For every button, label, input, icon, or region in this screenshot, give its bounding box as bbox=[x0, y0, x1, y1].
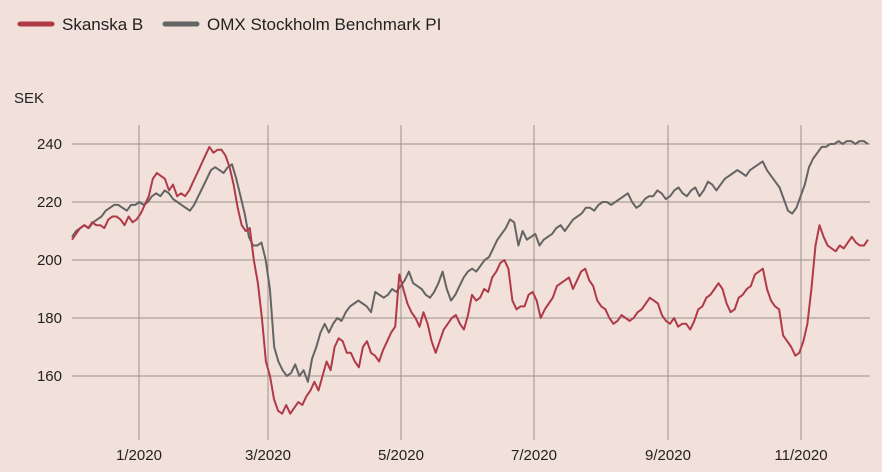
x-tick-label: 7/2020 bbox=[511, 447, 557, 464]
y-tick-label: 180 bbox=[37, 310, 62, 327]
axes: 160 180 200 220 240 1/2020 3/2020 5/2020 7/2020 9… bbox=[14, 90, 828, 464]
legend-label: OMX Stockholm Benchmark PI bbox=[207, 15, 441, 34]
series-line-skanska-b bbox=[71, 145, 869, 415]
legend: Skanska B OMX Stockholm Benchmark PI bbox=[17, 15, 441, 34]
x-tick-label: 1/2020 bbox=[116, 447, 162, 464]
series-line-omx-benchmark bbox=[71, 140, 869, 383]
y-tick-label: 220 bbox=[37, 194, 62, 211]
y-tick-label: 200 bbox=[37, 252, 62, 269]
x-tick-label: 9/2020 bbox=[645, 447, 691, 464]
x-tick-label: 11/2020 bbox=[774, 447, 827, 464]
x-tick-label: 3/2020 bbox=[245, 447, 291, 464]
y-tick-label: 240 bbox=[37, 136, 62, 153]
y-axis-label: SEK bbox=[14, 90, 44, 107]
series-lines bbox=[71, 140, 869, 415]
legend-label: Skanska B bbox=[62, 15, 143, 34]
y-tick-label: 160 bbox=[37, 368, 62, 385]
x-tick-label: 5/2020 bbox=[378, 447, 424, 464]
grid bbox=[72, 125, 870, 440]
